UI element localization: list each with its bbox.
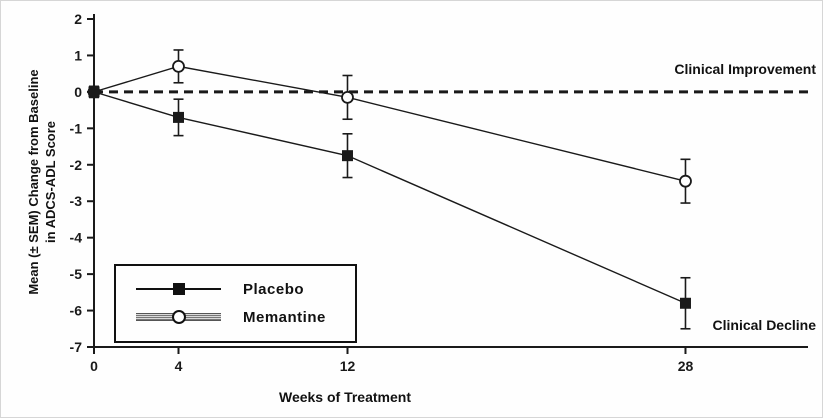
legend-item-memantine: Memantine <box>116 303 355 331</box>
svg-text:-3: -3 <box>70 193 83 209</box>
svg-text:-4: -4 <box>70 230 83 246</box>
y-axis-label-line1: Mean (± SEM) Change from Baseline <box>26 69 41 295</box>
svg-text:4: 4 <box>175 358 183 374</box>
legend: Placebo Memantine <box>114 264 357 343</box>
clinical-decline-label: Clinical Decline <box>712 317 816 333</box>
legend-item-placebo: Placebo <box>116 275 355 303</box>
legend-label-placebo: Placebo <box>243 280 305 298</box>
svg-text:0: 0 <box>74 84 82 100</box>
svg-text:-2: -2 <box>70 157 83 173</box>
series-placebo <box>88 85 691 330</box>
svg-text:-5: -5 <box>70 266 83 282</box>
svg-text:28: 28 <box>678 358 694 374</box>
svg-text:-6: -6 <box>70 303 83 319</box>
svg-text:0: 0 <box>90 358 98 374</box>
y-axis-label: Mean (± SEM) Change from Baseline in ADC… <box>25 32 61 332</box>
open-circle-icon <box>171 310 186 324</box>
svg-text:2: 2 <box>74 11 82 27</box>
filled-square-icon <box>172 283 185 295</box>
svg-text:1: 1 <box>74 47 82 63</box>
x-ticks: 0 4 12 28 <box>90 347 693 374</box>
x-axis-label: Weeks of Treatment <box>278 389 411 405</box>
memantine-marker-icon <box>136 310 221 324</box>
placebo-marker-icon <box>136 282 221 296</box>
y-axis-label-line2: in ADCS-ADL Score <box>43 120 58 244</box>
y-ticks: 2 1 0 -1 -2 -3 -4 -5 -6 -7 <box>70 11 94 355</box>
legend-label-memantine: Memantine <box>243 308 326 326</box>
svg-text:-7: -7 <box>70 339 83 355</box>
svg-text:12: 12 <box>340 358 356 374</box>
svg-text:-1: -1 <box>70 120 83 136</box>
clinical-improvement-label: Clinical Improvement <box>674 61 816 77</box>
